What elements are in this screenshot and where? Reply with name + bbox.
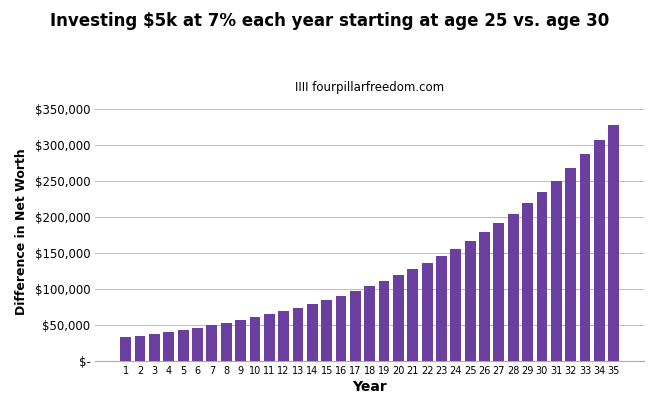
Bar bbox=[335, 296, 347, 361]
Bar bbox=[235, 320, 246, 361]
Bar bbox=[221, 323, 231, 361]
Bar bbox=[293, 308, 303, 361]
Bar bbox=[350, 291, 360, 361]
Bar bbox=[608, 124, 619, 361]
Bar bbox=[422, 263, 432, 361]
Bar bbox=[264, 315, 275, 361]
Bar bbox=[565, 168, 576, 361]
Bar bbox=[322, 300, 332, 361]
Bar bbox=[479, 232, 490, 361]
Bar bbox=[508, 214, 519, 361]
Bar bbox=[307, 304, 318, 361]
Bar bbox=[465, 241, 476, 361]
Bar bbox=[178, 330, 188, 361]
Bar bbox=[250, 317, 260, 361]
Y-axis label: Difference in Net Worth: Difference in Net Worth bbox=[15, 148, 28, 315]
Bar bbox=[494, 223, 504, 361]
Bar bbox=[436, 256, 447, 361]
Bar bbox=[364, 286, 375, 361]
Bar bbox=[149, 334, 160, 361]
Bar bbox=[536, 192, 548, 361]
Bar bbox=[163, 332, 174, 361]
X-axis label: Year: Year bbox=[353, 380, 387, 394]
Bar bbox=[551, 181, 561, 361]
Bar bbox=[206, 326, 217, 361]
Bar bbox=[580, 155, 590, 361]
Text: Investing $5k at 7% each year starting at age 25 vs. age 30: Investing $5k at 7% each year starting a… bbox=[50, 12, 609, 30]
Bar bbox=[522, 203, 533, 361]
Bar bbox=[278, 311, 289, 361]
Text: IIII fourpillarfreedom.com: IIII fourpillarfreedom.com bbox=[295, 81, 444, 94]
Bar bbox=[192, 328, 203, 361]
Bar bbox=[121, 337, 131, 361]
Bar bbox=[451, 249, 461, 361]
Bar bbox=[393, 275, 404, 361]
Bar bbox=[407, 269, 418, 361]
Bar bbox=[379, 281, 389, 361]
Bar bbox=[594, 140, 605, 361]
Bar bbox=[134, 336, 146, 361]
